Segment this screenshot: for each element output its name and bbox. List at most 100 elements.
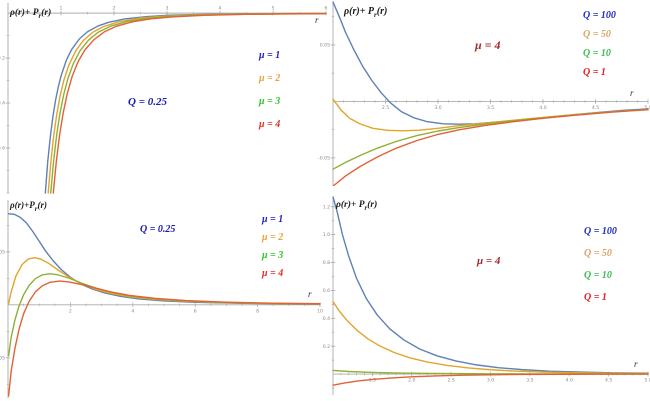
y-tick-label: 0.4 — [323, 316, 330, 322]
series-curve — [332, 108, 649, 186]
series-curve — [332, 108, 649, 170]
legend: Q = 100 Q = 50 Q = 10 Q = 1 — [584, 226, 617, 303]
series-curve — [7, 280, 321, 397]
legend-item: μ = 4 — [262, 268, 284, 279]
y-axis-title-close: (r) — [37, 200, 48, 210]
x-tick-label: 5.0 — [644, 105, 650, 111]
x-tick-label: 4 — [131, 308, 134, 314]
x-axis-title: r — [630, 88, 634, 98]
y-axis-title-close: (r) — [376, 6, 388, 17]
x-axis-title: r — [308, 289, 312, 299]
x-tick-label: 3 — [166, 6, 169, 12]
x-tick-label: 10 — [317, 308, 323, 314]
legend-item: μ = 3 — [259, 96, 281, 107]
x-tick-label: 4.0 — [566, 378, 573, 384]
legend: Q = 100 Q = 50 Q = 10 Q = 1 — [583, 10, 616, 78]
legend-item: μ = 4 — [259, 119, 281, 130]
y-axis-title-main: ρ(r)+ P — [336, 200, 365, 210]
series-curve — [47, 12, 327, 194]
x-tick-label: 2 — [113, 6, 116, 12]
series-curve — [50, 12, 327, 194]
legend-item: Q = 10 — [583, 48, 611, 59]
y-tick-label: -0.4 — [0, 101, 5, 107]
x-tick-label: 6 — [194, 308, 197, 314]
legend-item: μ = 1 — [259, 50, 281, 61]
y-axis-title: ρ(r)+ Pr(r) — [10, 8, 51, 20]
series-curve — [52, 12, 327, 194]
x-tick-label: 2.5 — [382, 105, 389, 111]
x-tick-label: 2.0 — [408, 378, 415, 384]
legend-item: Q = 50 — [584, 248, 612, 259]
x-tick-label: 4.5 — [592, 105, 599, 111]
x-tick-label: 4.0 — [539, 105, 546, 111]
legend-item: μ = 2 — [262, 232, 284, 243]
series-curve — [332, 300, 649, 375]
legend: μ = 1 μ = 2 μ = 3 μ = 4 — [262, 214, 283, 279]
series-curve — [332, 98, 649, 132]
plot-bottom-right: 1.5 2.0 2.5 3.0 3.5 4.0 4.5 5.0 0.2 0.4 0.6 0.8 1.0 1… — [323, 196, 650, 395]
y-axis-title-sub: r — [374, 11, 377, 19]
y-tick-label: 0.6 — [323, 288, 330, 294]
x-tick-label: 8 — [256, 308, 259, 314]
y-tick-label: -0.05 — [0, 355, 5, 361]
legend-item: μ = 1 — [262, 214, 284, 225]
y-tick-label: 0.8 — [323, 260, 330, 266]
y-axis-title-main: ρ(r)+P — [10, 200, 35, 210]
plot-bottom-left: 2 4 6 8 10 0.05 -0.05 — [0, 200, 323, 398]
series-curve — [332, 196, 649, 374]
x-tick-label: 3.0 — [487, 378, 494, 384]
legend-item: Q = 50 — [583, 29, 611, 40]
x-tick-label: 3.5 — [487, 105, 494, 111]
legend-item: Q = 1 — [584, 292, 607, 303]
series-curve — [7, 273, 321, 357]
legend-item: Q = 1 — [583, 67, 606, 78]
legend-item: μ = 2 — [259, 73, 281, 84]
series-curve — [332, 373, 649, 386]
y-tick-label: -0.2 — [0, 56, 5, 62]
x-axis-title: r — [315, 15, 319, 25]
legend-item: Q = 10 — [584, 270, 612, 281]
legend-item: μ = 3 — [262, 250, 284, 261]
y-axis-title: ρ(r)+ Pr(r) — [344, 6, 387, 19]
y-tick-label: -0.6 — [0, 146, 5, 152]
annotation-parameter: μ = 4 — [477, 255, 501, 267]
plot-top-right: 2.5 3.0 3.5 4.0 4.5 5.0 0.05 -0.05 — [318, 1, 650, 186]
plot-top-left: 1 2 3 4 5 6 -0.2 -0.4 -0.6 — [0, 3, 328, 194]
y-axis-title-sub: r — [364, 203, 368, 212]
x-axis-title: r — [634, 359, 638, 369]
x-tick-label: 1 — [60, 6, 63, 12]
y-tick-label: 1.0 — [323, 232, 330, 238]
y-tick-label: -0.05 — [318, 155, 330, 161]
x-tick-label: 2 — [69, 308, 72, 314]
y-axis-title: ρ(r)+Pr(r) — [10, 200, 47, 213]
x-tick-label: 3.5 — [526, 378, 533, 384]
series-curve — [44, 12, 327, 194]
legend-item: Q = 100 — [584, 226, 617, 237]
x-tick-label: 4 — [219, 6, 222, 12]
legend: μ = 1 μ = 2 μ = 3 μ = 4 — [259, 50, 280, 130]
annotation-parameter: Q = 0.25 — [140, 224, 176, 235]
x-tick-label: 3.0 — [434, 105, 441, 111]
x-tick-label: 6 — [325, 6, 328, 12]
legend-item: Q = 100 — [583, 10, 616, 21]
y-axis-title: ρ(r)+ Pr(r) — [336, 200, 377, 212]
y-tick-label: 0.05 — [320, 43, 330, 49]
y-axis-title-close: (r) — [41, 8, 52, 18]
x-tick-label: 5 — [272, 6, 275, 12]
y-tick-label: 0.2 — [323, 344, 330, 350]
annotation-parameter: Q = 0.25 — [128, 96, 167, 108]
x-tick-label: 4.5 — [605, 378, 612, 384]
x-tick-label: 5.0 — [644, 378, 650, 384]
y-axis-title-main: ρ(r)+ P — [344, 6, 375, 17]
annotation-parameter: μ = 4 — [475, 38, 501, 52]
x-tick-label: 2.5 — [447, 378, 454, 384]
x-tick-label: 1.5 — [369, 378, 376, 384]
y-tick-label: 0.05 — [0, 249, 5, 255]
y-axis-title-sub: r — [34, 204, 38, 213]
y-tick-label: 1.2 — [323, 204, 330, 210]
y-axis-title-close: (r) — [367, 200, 378, 210]
y-axis-title-sub: r — [38, 11, 42, 20]
y-axis-title-main: ρ(r)+ P — [10, 8, 39, 18]
